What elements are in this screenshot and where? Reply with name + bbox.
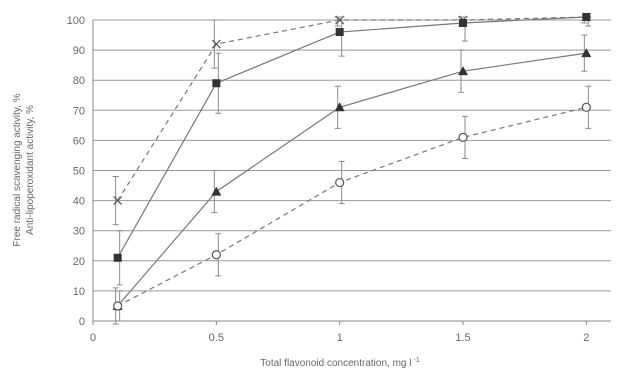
series-3-line (117, 52, 587, 307)
y-tick-label-100: 100 (67, 15, 85, 27)
x-axis-label-text: Total flavonoid concentration, mg l (260, 358, 411, 369)
y-tick-label-40: 40 (73, 196, 85, 208)
series-4-point-2 (335, 177, 345, 188)
y-tick-label-90: 90 (73, 45, 85, 57)
x-tick-label-0: 0 (90, 332, 96, 344)
y-tick-label-30: 30 (73, 226, 85, 238)
series-2-line (117, 16, 587, 259)
y-tick-label-50: 50 (73, 166, 85, 178)
x-axis-label-superscript: -1 (413, 357, 419, 364)
y-tick-label-0: 0 (79, 316, 85, 328)
series-1-line (117, 16, 587, 201)
series-1-point-1-stroke-b (211, 39, 221, 49)
series-layer (112, 12, 592, 325)
series-4-point-4 (581, 102, 591, 112)
x-axis-label: Total flavonoid concentration, mg l -1 (260, 357, 420, 369)
series-4-point-0 (113, 301, 123, 311)
x-tick-label-2: 1 (337, 332, 343, 344)
x-tick-label-3: 1.5 (455, 332, 470, 344)
series-3-point-2 (334, 102, 345, 112)
label-layer: Total flavonoid concentration, mg l -1 Fr… (12, 93, 420, 369)
series-2-point-4 (582, 12, 591, 21)
y-axis-label-line-2: Anti-lipoperoxidant activity, % (25, 105, 36, 235)
series-2-point-0 (113, 253, 122, 262)
series-3-point-3 (458, 66, 468, 76)
series-3-point-1 (211, 186, 222, 196)
y-tick-label-80: 80 (73, 75, 85, 87)
series-4-line (117, 106, 587, 307)
axis-layer: 0 10 20 30 40 50 60 70 80 90 100 0 0.5 1 1.5 2 (67, 15, 611, 344)
y-tick-label-10: 10 (73, 286, 85, 298)
y-tick-label-20: 20 (73, 256, 85, 268)
series-2-point-2 (335, 28, 344, 37)
y-axis-label-line-1: Free radical scavenging activity, % (12, 93, 23, 246)
y-tick-label-60: 60 (73, 135, 85, 147)
series-1-point-0-stroke-b (113, 196, 123, 206)
x-tick-label-4: 2 (583, 332, 589, 344)
series-1-point-0 (113, 196, 123, 206)
series-1-point-1 (211, 39, 221, 49)
y-tick-label-70: 70 (73, 105, 85, 117)
series-4-point-3 (458, 132, 468, 142)
x-tick-label-1: 0.5 (209, 332, 224, 344)
series-2-point-1 (212, 79, 221, 88)
series-2-point-3 (459, 19, 467, 28)
series-4-point-1 (211, 250, 221, 260)
series-3-point-4 (581, 48, 592, 58)
